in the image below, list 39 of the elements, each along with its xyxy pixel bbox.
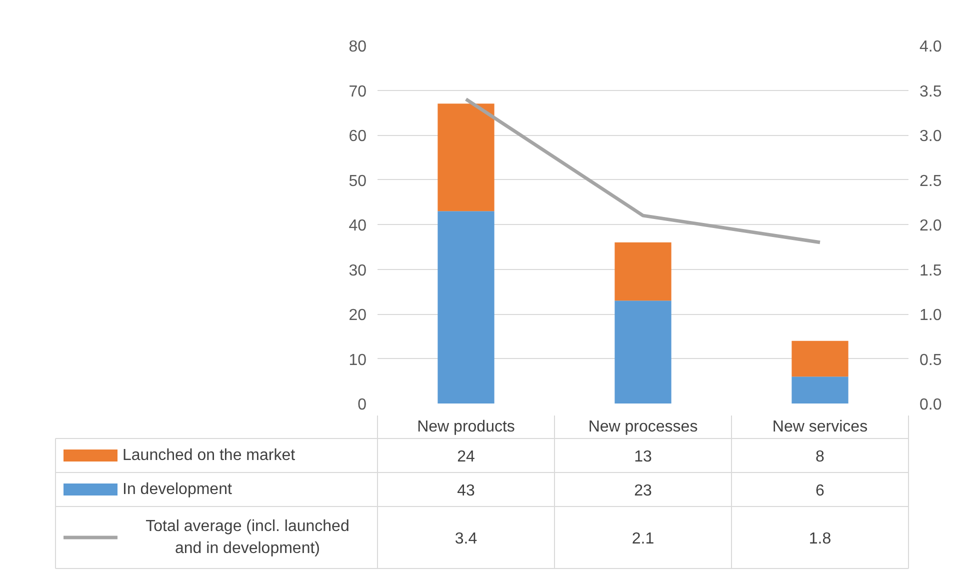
y2-tick-label: 0.0 xyxy=(920,396,942,414)
y-tick-label: 40 xyxy=(348,218,367,234)
y-tick-label: 10 xyxy=(348,352,367,369)
y-tick-label: 70 xyxy=(348,83,367,100)
legend-label: Launched on the market xyxy=(122,447,296,464)
data-label: 1.8 xyxy=(808,530,832,548)
bar xyxy=(438,211,494,404)
y-tick-label: 50 xyxy=(348,172,367,190)
y2-tick-label: 3.5 xyxy=(920,83,942,100)
legend-label: In development xyxy=(122,481,232,498)
data-label: 24 xyxy=(457,448,475,466)
data-label: 43 xyxy=(457,482,475,500)
y-tick-label: 60 xyxy=(348,128,367,145)
y-tick-label: 20 xyxy=(348,307,367,324)
data-label: 2.1 xyxy=(632,530,654,548)
y2-tick-label: 4.0 xyxy=(920,38,942,56)
data-label: 13 xyxy=(634,448,652,466)
x-tick-label: New products xyxy=(417,418,515,436)
data-label: 23 xyxy=(634,482,652,500)
bar xyxy=(792,376,848,404)
y2-tick-label: 1.0 xyxy=(920,307,942,324)
x-tick-label: New processes xyxy=(588,418,698,436)
legend-label: Total average (incl. launched and in development) xyxy=(146,518,350,558)
data-label: 6 xyxy=(816,482,825,500)
data-label: 8 xyxy=(816,448,825,466)
y2-tick-label: 0.5 xyxy=(920,352,942,369)
bar xyxy=(614,300,672,404)
data-label: 3.4 xyxy=(454,530,478,548)
y2-tick-label: 1.5 xyxy=(920,262,942,280)
y-tick-label: 30 xyxy=(348,262,367,280)
y2-tick-label: 2.5 xyxy=(920,172,942,190)
x-tick-label: New services xyxy=(772,418,868,436)
bar xyxy=(614,242,672,301)
y2-tick-label: 2.0 xyxy=(920,218,942,234)
y-tick-label: 0 xyxy=(358,396,367,414)
bar xyxy=(438,104,494,212)
bar xyxy=(792,340,848,377)
y2-tick-label: 3.0 xyxy=(920,128,942,145)
y-tick-label: 80 xyxy=(348,38,367,56)
